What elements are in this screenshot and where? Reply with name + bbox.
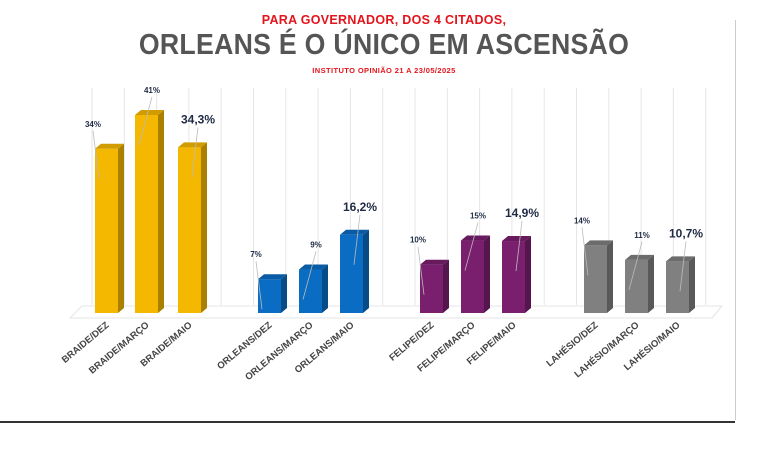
bar-side bbox=[648, 254, 654, 313]
category-label: ORLEANS/MARÇO bbox=[243, 320, 315, 383]
data-label: 11% bbox=[634, 231, 650, 240]
leader-line bbox=[581, 227, 589, 276]
bar-side bbox=[118, 143, 124, 313]
bar bbox=[420, 264, 443, 313]
bar-top bbox=[340, 229, 369, 235]
frame-line-bottom bbox=[0, 421, 735, 423]
bar-top bbox=[299, 264, 328, 270]
bar bbox=[584, 245, 607, 313]
bar bbox=[625, 259, 648, 313]
bar-side bbox=[158, 109, 164, 313]
bar-side bbox=[281, 274, 287, 313]
data-label: 10% bbox=[410, 236, 426, 245]
leader-line bbox=[138, 96, 153, 146]
chart-source: INSTITUTO OPINIÃO 21 A 23/05/2025 bbox=[312, 66, 456, 75]
bar bbox=[258, 279, 281, 313]
data-label: 41% bbox=[144, 86, 160, 95]
data-label: 14% bbox=[574, 216, 590, 225]
bar-top bbox=[666, 256, 695, 262]
bar-side bbox=[525, 236, 531, 313]
bar-top bbox=[420, 259, 449, 265]
bar-top bbox=[502, 236, 531, 242]
leader-line bbox=[515, 220, 523, 272]
bar-side bbox=[484, 235, 490, 313]
leader-line bbox=[191, 127, 199, 178]
bar-top bbox=[625, 254, 654, 260]
bar bbox=[461, 240, 484, 313]
data-label: 15% bbox=[470, 212, 486, 221]
data-label: 34,3% bbox=[181, 112, 215, 126]
bar-top bbox=[135, 109, 164, 115]
bar bbox=[95, 148, 118, 313]
bar-side bbox=[443, 259, 449, 313]
chart-kicker: PARA GOVERNADOR, DOS 4 CITADOS, bbox=[261, 13, 507, 27]
bar-top bbox=[258, 274, 287, 280]
bar bbox=[502, 241, 525, 313]
bar bbox=[666, 261, 689, 313]
bar-side bbox=[607, 240, 613, 313]
data-label: 16,2% bbox=[343, 200, 377, 214]
data-label: 34% bbox=[85, 120, 101, 129]
bar bbox=[299, 269, 322, 313]
bar-side bbox=[363, 229, 369, 313]
bar-top bbox=[95, 143, 124, 149]
data-label: 10,7% bbox=[669, 226, 703, 240]
leader-line bbox=[417, 246, 425, 295]
leader-line bbox=[255, 261, 263, 310]
bar-top bbox=[461, 235, 490, 241]
data-label: 14,9% bbox=[505, 206, 539, 220]
leader-line bbox=[92, 130, 100, 179]
bar bbox=[135, 114, 158, 313]
bar-top bbox=[178, 142, 207, 148]
bar-top bbox=[584, 240, 613, 246]
leader-line bbox=[628, 241, 643, 290]
bar-side bbox=[201, 142, 207, 313]
bar bbox=[178, 147, 201, 313]
bar bbox=[340, 234, 363, 313]
frame-line-right bbox=[735, 20, 736, 420]
leader-line bbox=[679, 241, 687, 292]
leader-line bbox=[464, 222, 479, 271]
chart-title: ORLEANS É O ÚNICO EM ASCENSÃO bbox=[138, 29, 630, 61]
leader-line bbox=[353, 214, 361, 265]
chart-floor bbox=[68, 305, 724, 319]
bar-side bbox=[689, 256, 695, 313]
leader-line bbox=[302, 251, 317, 300]
data-label: 9% bbox=[310, 241, 322, 250]
data-label: 7% bbox=[250, 250, 262, 259]
bar-side bbox=[322, 264, 328, 313]
